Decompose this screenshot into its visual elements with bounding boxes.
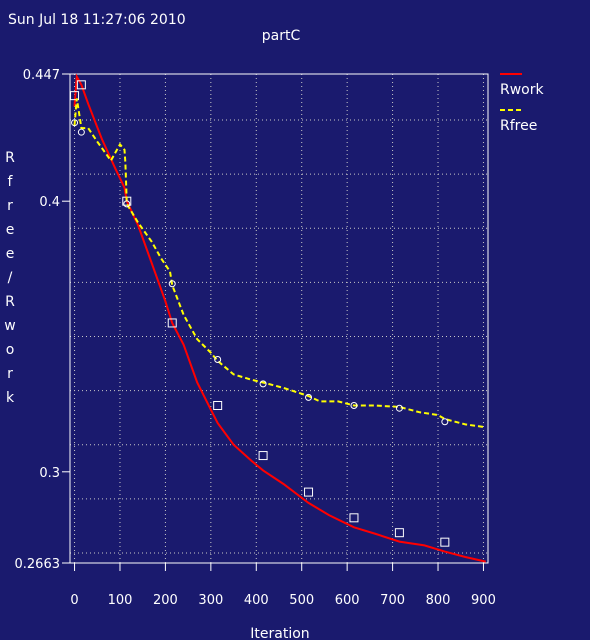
- grid: [70, 74, 488, 563]
- x-tick-label: 600: [335, 593, 360, 608]
- series-line-rfree: [73, 98, 486, 429]
- legend-label-rwork: Rwork: [500, 82, 544, 98]
- y-axis-label-char: o: [6, 342, 15, 358]
- y-axis-label-char: e: [6, 222, 15, 238]
- x-tick-label: 500: [289, 593, 314, 608]
- y-axis-label-char: f: [8, 174, 14, 190]
- data-point-rfree: [441, 418, 449, 426]
- legend: Rwork Rfree: [500, 73, 544, 134]
- x-axis: 0 100 200 300 400 500 600 700 800 900: [70, 563, 496, 608]
- y-axis-label-char: /: [8, 270, 13, 286]
- data-point-rwork: [167, 318, 177, 328]
- data-point-rfree: [71, 119, 79, 127]
- data-point-rwork: [76, 80, 86, 90]
- y-axis-label-char: R: [5, 150, 15, 166]
- data-point-rfree: [168, 280, 176, 288]
- x-tick-label: 700: [380, 593, 405, 608]
- data-point-rfree: [214, 355, 222, 363]
- data-point-rwork: [349, 513, 359, 523]
- y-tick-label: 0.447: [23, 68, 60, 83]
- x-axis-label: Iteration: [250, 626, 309, 640]
- y-axis-label-char: e: [6, 246, 15, 262]
- data-point-rwork: [213, 401, 223, 411]
- legend-label-rfree: Rfree: [500, 118, 537, 134]
- series-layer: [70, 73, 486, 563]
- x-tick-label: 200: [153, 593, 178, 608]
- y-axis-label: Rfree/Rwork: [4, 150, 15, 406]
- data-point-rfree: [395, 404, 403, 412]
- data-point-rwork: [304, 487, 314, 497]
- y-axis-label-char: r: [7, 198, 13, 214]
- x-tick-label: 900: [471, 593, 496, 608]
- chart-title: partC: [262, 28, 301, 44]
- y-tick-label: 0.2663: [15, 557, 61, 572]
- data-point-rfree: [123, 200, 131, 208]
- data-point-rwork: [70, 91, 80, 101]
- data-point-rfree: [77, 128, 85, 136]
- y-tick-label: 0.4: [39, 195, 60, 210]
- data-point-rfree: [305, 393, 313, 401]
- plot-frame: [69, 73, 489, 564]
- y-axis-label-char: k: [6, 390, 15, 406]
- data-point-rwork: [258, 451, 268, 461]
- y-axis-label-char: R: [5, 294, 15, 310]
- data-point-rwork: [394, 528, 404, 538]
- y-axis-label-char: r: [7, 366, 13, 382]
- x-tick-label: 100: [108, 593, 133, 608]
- x-tick-label: 400: [244, 593, 269, 608]
- series-line-rwork: [73, 73, 486, 563]
- timestamp: Sun Jul 18 11:27:06 2010: [8, 12, 186, 28]
- y-tick-label: 0.3: [39, 466, 60, 481]
- y-axis-label-char: w: [4, 318, 15, 334]
- data-point-rwork: [440, 537, 450, 547]
- x-tick-label: 300: [198, 593, 223, 608]
- data-point-rfree: [350, 402, 358, 410]
- x-tick-label: 0: [70, 593, 78, 608]
- y-axis: 0.2663 0.3 0.4 0.447: [15, 68, 70, 572]
- data-point-rfree: [259, 380, 267, 388]
- x-tick-label: 800: [426, 593, 451, 608]
